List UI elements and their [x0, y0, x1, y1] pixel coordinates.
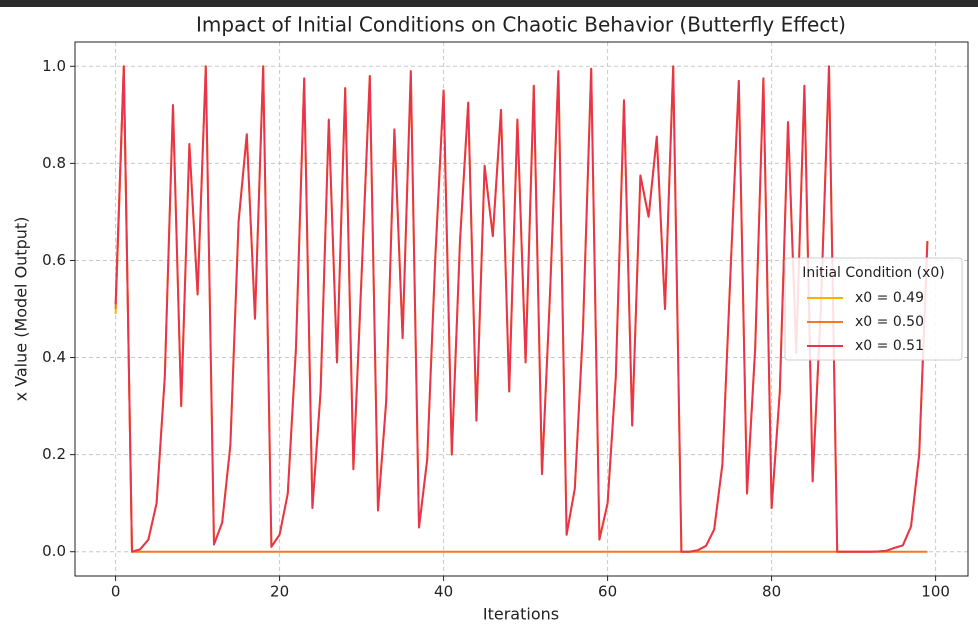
x-tick-label: 80 — [762, 583, 781, 601]
y-tick-label: 0.4 — [42, 348, 66, 366]
top-strip — [0, 0, 978, 7]
y-tick-label: 1.0 — [42, 57, 66, 75]
y-axis-label: x Value (Model Output) — [12, 217, 31, 402]
y-tick-label: 0.8 — [42, 154, 66, 172]
x-axis-label: Iterations — [483, 605, 559, 624]
x-tick-label: 40 — [434, 583, 453, 601]
y-tick-label: 0.6 — [42, 251, 66, 269]
x-tick-label: 20 — [270, 583, 289, 601]
series-line — [114, 65, 929, 553]
legend-label: x0 = 0.51 — [855, 338, 924, 354]
y-tick-label: 0.2 — [42, 445, 66, 463]
legend-label: x0 = 0.50 — [855, 314, 924, 330]
legend-box — [784, 257, 963, 361]
legend-title: Initial Condition (x0) — [802, 265, 945, 281]
x-tick-label: 60 — [598, 583, 617, 601]
legend-label: x0 = 0.49 — [855, 290, 924, 306]
plot-frame — [74, 41, 969, 577]
chart-title: Impact of Initial Conditions on Chaotic … — [196, 13, 846, 37]
x-tick-label: 100 — [921, 583, 950, 601]
series-line — [114, 65, 928, 553]
y-tick-label: 0.0 — [42, 542, 66, 560]
x-tick-label: 0 — [111, 583, 121, 601]
